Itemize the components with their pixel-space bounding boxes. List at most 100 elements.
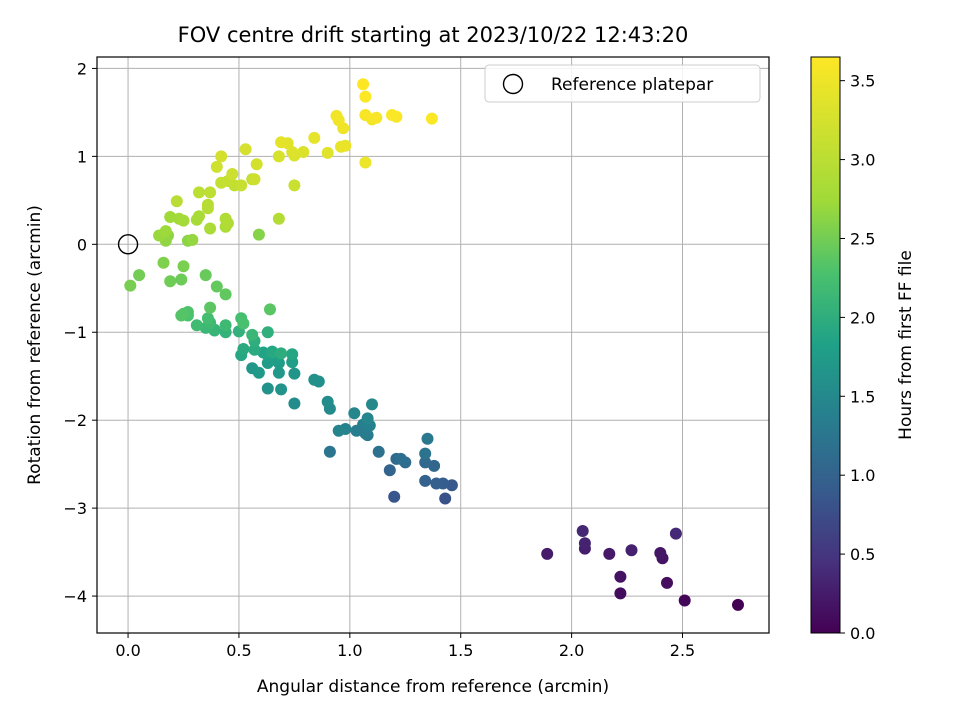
- data-point-85: [210, 280, 223, 293]
- data-point-83: [204, 301, 217, 314]
- colorbar-tick-label-2: 1.0: [850, 466, 875, 485]
- colorbar-tick-label-6: 3.0: [850, 151, 875, 170]
- data-point-47: [288, 367, 301, 380]
- data-point-108: [221, 217, 234, 230]
- legend-label-reference: Reference platepar: [551, 75, 713, 95]
- data-point-120: [288, 179, 301, 192]
- data-point-113: [193, 186, 205, 199]
- data-point-143: [359, 109, 372, 121]
- data-point-142: [370, 111, 383, 124]
- legend-box: [484, 64, 761, 103]
- data-point-111: [201, 198, 214, 211]
- data-point-20: [383, 464, 396, 477]
- data-point-93: [252, 228, 265, 241]
- data-point-0: [732, 598, 744, 611]
- data-point-127: [272, 150, 285, 163]
- data-point-131: [321, 146, 334, 159]
- y-tick-label-6: 2: [77, 59, 87, 78]
- data-point-84: [219, 288, 232, 301]
- data-point-136: [339, 139, 352, 152]
- data-point-16: [445, 479, 458, 492]
- data-point-63: [275, 347, 288, 360]
- data-point-97: [186, 233, 199, 246]
- data-point-46: [275, 383, 288, 396]
- data-point-90: [124, 279, 137, 292]
- reference-platepar-marker: [117, 234, 139, 255]
- y-axis-label: Rotation from reference (arcmin): [25, 205, 45, 485]
- data-point-75: [201, 312, 214, 325]
- data-point-14: [439, 492, 452, 505]
- data-point-86: [199, 269, 212, 282]
- data-point-88: [164, 275, 177, 288]
- data-point-29: [421, 432, 434, 445]
- colorbar-label: Hours from first FF file: [896, 250, 916, 440]
- data-point-70: [246, 328, 259, 341]
- data-point-10: [625, 544, 638, 557]
- x-tick-label-0: 0.0: [115, 641, 140, 660]
- data-point-82: [264, 303, 276, 316]
- data-point-60: [266, 346, 279, 359]
- data-point-44: [308, 373, 321, 386]
- colorbar: 0.0 0.5 1.0 1.5 2.0 2.5 3.0 3.5 Hours from firs…: [810, 56, 916, 643]
- data-point-2: [614, 587, 627, 600]
- data-point-129: [297, 146, 310, 158]
- data-point-99: [159, 225, 172, 238]
- data-point-42: [288, 397, 301, 410]
- data-point-13: [669, 527, 682, 540]
- data-point-39: [366, 398, 378, 411]
- x-axis-label: Angular distance from reference (arcmin): [257, 677, 609, 697]
- data-point-100: [164, 211, 177, 223]
- data-point-26: [372, 445, 385, 458]
- data-point-4: [614, 570, 627, 583]
- data-point-38: [348, 407, 361, 420]
- data-point-28: [323, 445, 336, 458]
- data-point-61: [237, 343, 250, 355]
- y-tick-label-1: −3: [63, 499, 87, 518]
- data-point-147: [359, 90, 372, 103]
- colorbar-tick-label-3: 1.5: [850, 387, 875, 406]
- data-point-15: [388, 490, 401, 503]
- data-point-134: [308, 131, 321, 144]
- data-point-112: [170, 195, 183, 208]
- data-point-22: [419, 456, 432, 469]
- data-point-133: [275, 136, 288, 149]
- data-point-125: [215, 150, 228, 163]
- legend-marker-reference: [502, 73, 524, 95]
- data-point-19: [419, 474, 432, 487]
- y-tick-label-5: 1: [77, 147, 87, 166]
- data-point-105: [204, 222, 217, 235]
- y-tick-label-2: −2: [63, 411, 87, 430]
- x-tick-label-5: 2.5: [670, 641, 695, 660]
- data-point-121: [226, 168, 239, 180]
- data-point-11: [578, 537, 591, 550]
- data-point-109: [272, 212, 285, 225]
- data-point-114: [204, 186, 217, 199]
- chart-title: FOV centre drift starting at 2023/10/22 …: [178, 23, 689, 47]
- data-point-18: [430, 477, 443, 490]
- colorbar-gradient: [810, 56, 841, 634]
- data-point-91: [177, 260, 190, 273]
- axis-ticks: 0.0 0.5 1.0 1.5 2.0 2.5 −4 −3 −2 −1 0 1 2: [63, 59, 695, 660]
- data-point-8: [541, 547, 554, 560]
- data-point-12: [576, 525, 589, 537]
- colorbar-tick-label-0: 0.0: [850, 624, 875, 643]
- data-point-77: [237, 317, 250, 330]
- data-point-81: [175, 309, 188, 322]
- data-point-122: [248, 173, 261, 186]
- data-point-123: [210, 160, 223, 173]
- data-point-6: [654, 547, 667, 559]
- data-point-58: [286, 348, 299, 361]
- data-point-124: [250, 158, 263, 171]
- data-point-102: [177, 214, 190, 227]
- data-point-37: [361, 412, 374, 425]
- colorbar-tick-label-4: 2.0: [850, 308, 875, 327]
- data-point-148: [357, 78, 370, 91]
- colorbar-ticks: 0.0 0.5 1.0 1.5 2.0 2.5 3.0 3.5: [840, 72, 875, 643]
- data-point-87: [175, 273, 188, 286]
- data-point-27: [419, 447, 432, 460]
- x-tick-label-1: 0.5: [226, 641, 251, 660]
- data-point-89: [133, 269, 146, 282]
- colorbar-tick-label-7: 3.5: [850, 72, 875, 91]
- data-point-104: [193, 210, 205, 223]
- data-point-137: [359, 156, 372, 169]
